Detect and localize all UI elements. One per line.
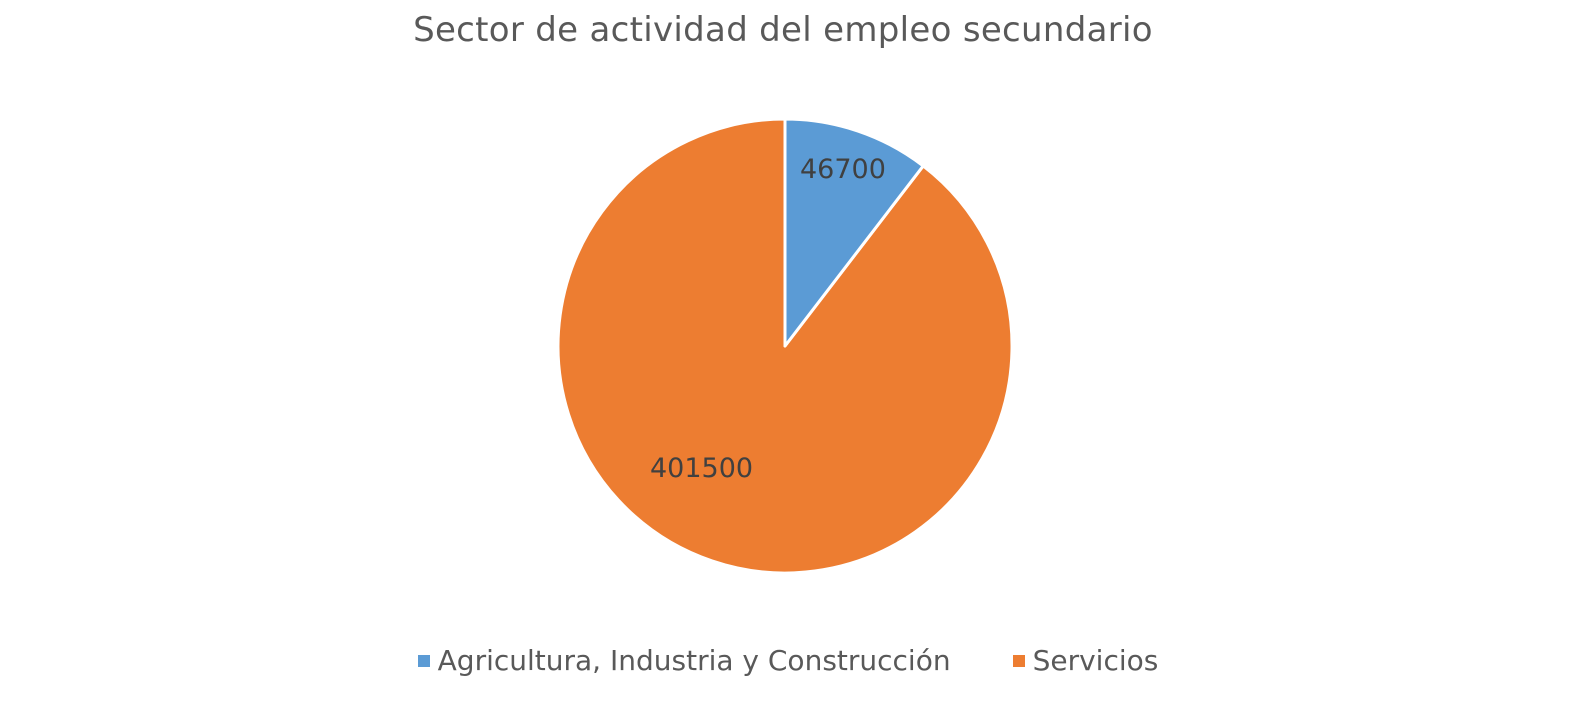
legend-item-servicios[interactable]: Servicios (1012, 644, 1159, 677)
legend-label: Servicios (1032, 644, 1159, 677)
data-label-agricultura: 46700 (800, 154, 886, 185)
legend-swatch-orange-icon (1012, 654, 1025, 667)
legend-swatch-blue-icon (417, 654, 430, 667)
pie-slice-agricultura[interactable] (783, 117, 925, 348)
legend-item-agricultura[interactable]: Agricultura, Industria y Construcción (417, 644, 951, 677)
data-label-servicios: 401500 (650, 453, 754, 484)
chart-legend: Agricultura, Industria y Construcción Se… (0, 644, 1576, 677)
chart-title: Sector de actividad del empleo secundari… (413, 10, 1153, 50)
legend-label: Agricultura, Industria y Construcción (437, 644, 951, 677)
